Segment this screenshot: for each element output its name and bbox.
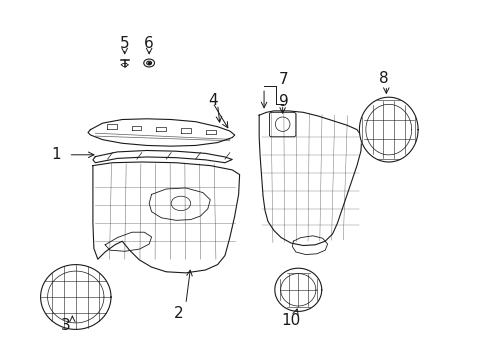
Text: 5: 5 bbox=[120, 36, 129, 51]
Text: 7: 7 bbox=[278, 72, 288, 87]
Text: 2: 2 bbox=[173, 306, 183, 321]
Polygon shape bbox=[259, 111, 361, 246]
Text: 9: 9 bbox=[278, 94, 288, 109]
Text: 6: 6 bbox=[144, 36, 154, 51]
Text: 10: 10 bbox=[281, 313, 300, 328]
Polygon shape bbox=[88, 119, 234, 146]
Polygon shape bbox=[93, 162, 239, 273]
Text: 8: 8 bbox=[378, 71, 388, 86]
Polygon shape bbox=[41, 265, 111, 329]
Polygon shape bbox=[93, 150, 232, 163]
Polygon shape bbox=[359, 97, 417, 162]
Text: 1: 1 bbox=[51, 147, 61, 162]
Text: 4: 4 bbox=[207, 93, 217, 108]
Polygon shape bbox=[274, 268, 321, 311]
Text: 3: 3 bbox=[61, 318, 71, 333]
